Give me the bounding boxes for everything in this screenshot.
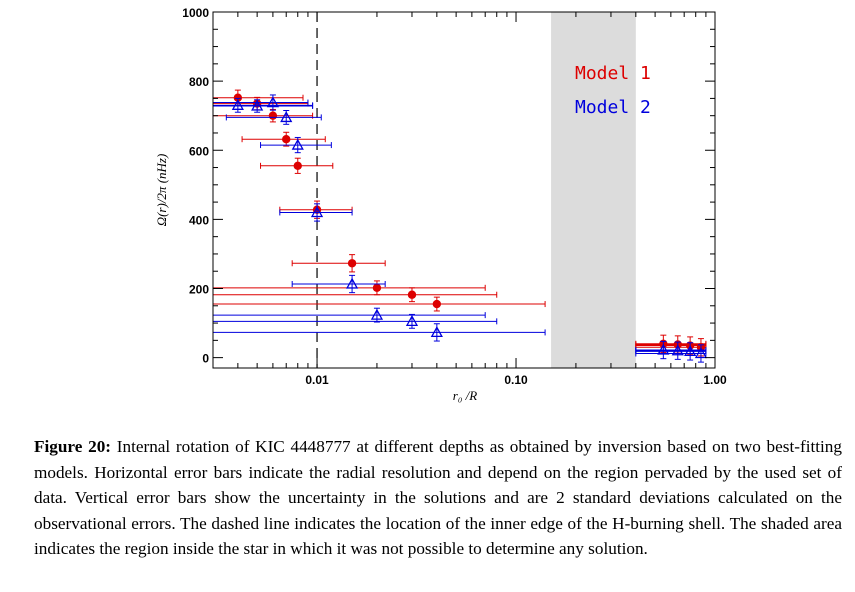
model-1-point (233, 93, 243, 102)
model-2-point (657, 343, 670, 355)
model-2-point (430, 326, 443, 338)
legend-model-1: Model 1 (575, 63, 651, 84)
data-marks (212, 89, 708, 363)
caption-label: Figure 20: (34, 437, 112, 456)
axis-ticks: 0.01 0.10 1.00 0 200 400 600 800 1000 (182, 6, 727, 387)
model-2-point (405, 315, 419, 326)
shaded-unsolved-region (551, 12, 636, 368)
plot-frame (212, 11, 716, 369)
y-tick-label: 600 (189, 144, 209, 158)
model-2-point (266, 96, 280, 108)
model-1-point (268, 111, 278, 120)
x-axis-label: r₀ /R (453, 388, 477, 403)
model-1-point (347, 259, 357, 268)
x-tick-label: 0.01 (305, 373, 329, 387)
model-1-point (432, 299, 442, 309)
y-tick-label: 1000 (182, 6, 209, 20)
model-2-point (310, 206, 324, 218)
caption-text: Internal rotation of KIC 4448777 at diff… (34, 437, 842, 559)
y-tick-label: 800 (189, 75, 209, 89)
model-2-point (345, 277, 359, 289)
model-2-point (671, 344, 684, 356)
model-2-point (251, 99, 264, 111)
legend-model-2: Model 2 (575, 97, 651, 118)
x-tick-label: 0.10 (504, 373, 528, 387)
x-tick-label: 1.00 (703, 373, 727, 387)
model-2-point (280, 111, 293, 123)
rotation-chart: 0.01 0.10 1.00 0 200 400 600 800 1000 r₀ /R Ω(r)… (154, 6, 727, 403)
model-2-point (694, 347, 708, 359)
model-1-point (407, 290, 417, 299)
y-tick-label: 400 (189, 213, 209, 227)
model-1-point (282, 134, 291, 144)
model-1-point (293, 161, 302, 171)
y-tick-label: 0 (202, 352, 209, 366)
model-1-point (372, 283, 382, 293)
y-tick-label: 200 (189, 283, 209, 297)
model-2-point (370, 308, 384, 320)
y-axis-label: Ω(r)/2π (nHz) (154, 154, 169, 227)
model-2-point (684, 345, 697, 357)
model-2-point (291, 138, 304, 150)
figure-caption: Figure 20: Internal rotation of KIC 4448… (34, 434, 842, 562)
model-2-point (231, 98, 244, 110)
